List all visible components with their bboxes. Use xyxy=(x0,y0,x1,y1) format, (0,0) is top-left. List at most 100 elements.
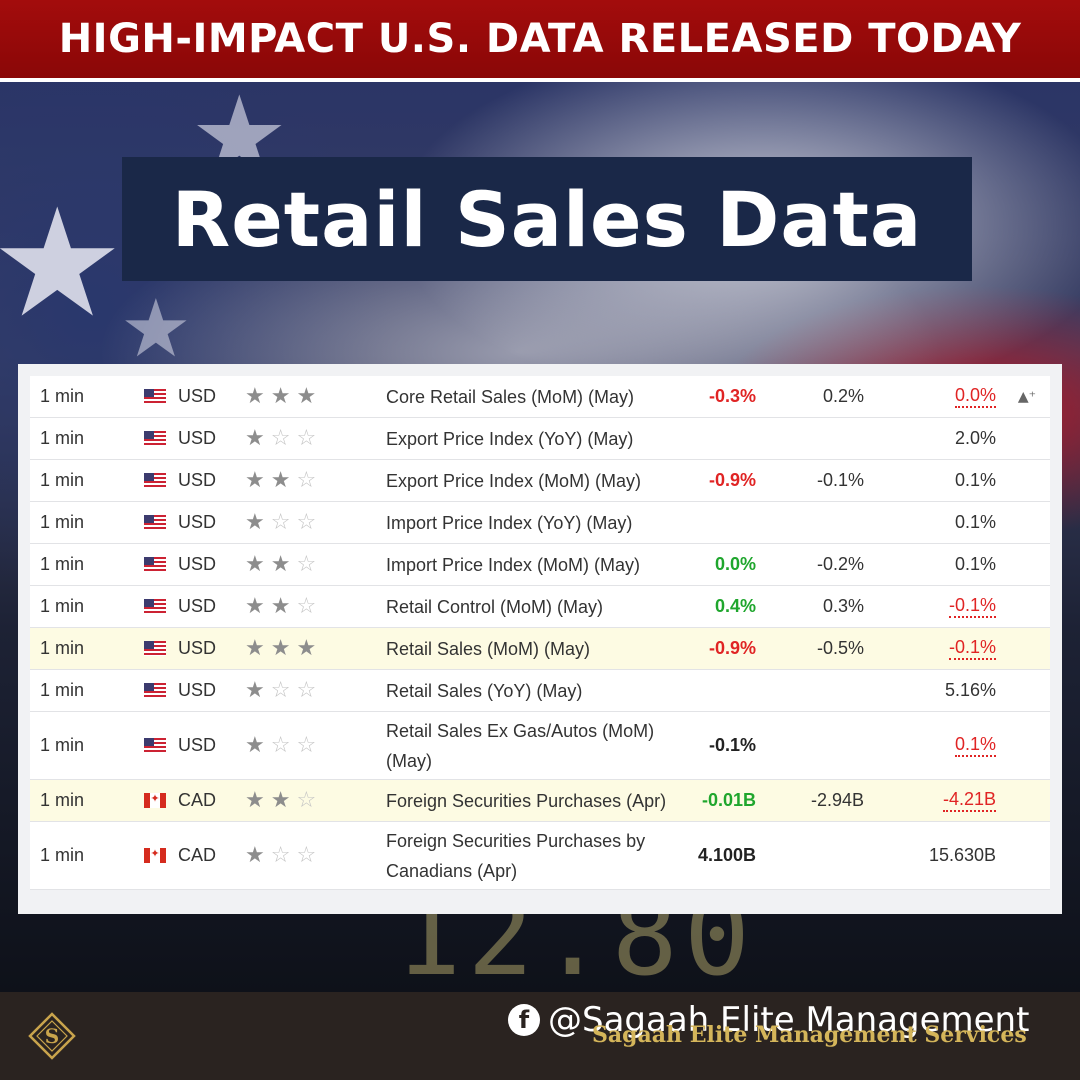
calendar-row[interactable]: 1 min USD ★ ★ ☆ Import Price Index (MoM) (May… xyxy=(30,544,1050,586)
currency-code: USD xyxy=(178,596,217,616)
currency-code: USD xyxy=(178,735,217,755)
previous-value: -0.1% xyxy=(948,586,996,627)
event-name[interactable]: Import Price Index (YoY) (May) xyxy=(386,512,633,533)
star-empty-icon: ☆ xyxy=(296,468,317,493)
alert-cell[interactable]: ▲⁺ xyxy=(1018,376,1036,417)
event-name[interactable]: Foreign Securities Purchases (Apr) xyxy=(386,790,667,811)
event-time: 1 min xyxy=(40,554,85,574)
country-flag xyxy=(144,544,166,585)
calendar-row[interactable]: 1 min USD ★ ★ ☆ Export Price Index (MoM) (May… xyxy=(30,460,1050,502)
previous-value: 0.1% xyxy=(955,544,996,585)
event-time: 1 min xyxy=(40,790,85,810)
star-empty-icon: ☆ xyxy=(296,426,317,451)
country-flag xyxy=(144,670,166,711)
flag-star-icon: ★ xyxy=(120,282,192,375)
importance-stars: ★ ★ ☆ xyxy=(245,460,322,501)
star-filled-icon: ★ xyxy=(245,510,265,535)
ca-flag-icon xyxy=(144,847,166,863)
forecast-value: -0.5% xyxy=(816,638,864,658)
star-filled-icon: ★ xyxy=(245,468,265,493)
star-empty-icon: ☆ xyxy=(296,788,317,813)
previous-value-text: -0.1% xyxy=(948,637,996,660)
event-name[interactable]: Core Retail Sales (MoM) (May) xyxy=(386,386,635,407)
event-name[interactable]: Import Price Index (MoM) (May) xyxy=(386,554,641,575)
diamond-s-logo-icon: S xyxy=(28,1012,76,1060)
importance-stars: ★ ☆ ☆ xyxy=(245,502,322,543)
event-name[interactable]: Export Price Index (MoM) (May) xyxy=(386,470,642,491)
importance-stars: ★ ★ ☆ xyxy=(245,544,322,585)
event-time: 1 min xyxy=(40,638,85,658)
event-time: 1 min xyxy=(40,428,85,448)
currency-code: CAD xyxy=(178,845,217,865)
event-name[interactable]: Retail Sales (YoY) (May) xyxy=(386,680,583,701)
event-time: 1 min xyxy=(40,680,85,700)
event-name[interactable]: Export Price Index (YoY) (May) xyxy=(386,428,634,449)
calendar-row[interactable]: 1 min USD ★ ☆ ☆ Export Price Index (YoY) (May… xyxy=(30,418,1050,460)
us-flag-icon xyxy=(144,557,166,572)
us-flag-icon xyxy=(144,599,166,614)
currency-code: USD xyxy=(178,680,217,700)
country-flag xyxy=(144,822,166,889)
actual-value: -0.01B xyxy=(701,790,756,810)
previous-value-text: 0.0% xyxy=(954,385,996,408)
importance-stars: ★ ★ ☆ xyxy=(245,780,322,821)
star-filled-icon: ★ xyxy=(245,384,265,409)
us-flag-icon xyxy=(144,683,166,698)
ca-flag-icon xyxy=(144,792,166,808)
star-filled-icon: ★ xyxy=(245,843,265,868)
previous-value: 15.630B xyxy=(929,822,996,889)
event-name[interactable]: Retail Sales Ex Gas/Autos (MoM) (May) xyxy=(386,720,655,771)
country-flag xyxy=(144,628,166,669)
importance-stars: ★ ☆ ☆ xyxy=(245,822,322,889)
country-flag xyxy=(144,460,166,501)
importance-stars: ★ ☆ ☆ xyxy=(245,418,322,459)
bell-alert-icon[interactable]: ▲⁺ xyxy=(1017,388,1036,405)
banner-text: HIGH-IMPACT U.S. DATA RELEASED TODAY xyxy=(58,16,1022,62)
event-name[interactable]: Foreign Securities Purchases by Canadian… xyxy=(386,830,646,881)
importance-stars: ★ ★ ★ xyxy=(245,628,322,669)
us-flag-icon xyxy=(144,515,166,530)
star-empty-icon: ☆ xyxy=(270,678,291,703)
forecast-value: -0.1% xyxy=(816,470,864,490)
star-empty-icon: ☆ xyxy=(270,733,291,758)
calendar-row[interactable]: 1 min USD ★ ★ ☆ Retail Control (MoM) (May) 0.4… xyxy=(30,586,1050,628)
previous-value: 0.1% xyxy=(954,712,996,779)
us-flag-icon xyxy=(144,389,166,404)
previous-value-text: 15.630B xyxy=(928,845,996,865)
event-time: 1 min xyxy=(40,845,85,865)
top-banner: HIGH-IMPACT U.S. DATA RELEASED TODAY xyxy=(0,0,1080,82)
event-time: 1 min xyxy=(40,470,85,490)
event-name[interactable]: Retail Control (MoM) (May) xyxy=(386,596,604,617)
calendar-row[interactable]: 1 min USD ★ ☆ ☆ Retail Sales Ex Gas/Autos (Mo… xyxy=(30,712,1050,780)
social-handle[interactable]: f @Sagaah Elite Management xyxy=(508,996,1029,1044)
calendar-row[interactable]: 1 min CAD ★☆☆ Foreign Securities Purchases … xyxy=(30,822,1050,890)
importance-stars: ★ ★ ★ xyxy=(245,376,322,417)
currency-code: USD xyxy=(178,638,217,658)
star-empty-icon: ☆ xyxy=(270,510,291,535)
event-name[interactable]: Retail Sales (MoM) (May) xyxy=(386,638,591,659)
forecast-value: -2.94B xyxy=(810,790,864,810)
currency-code: USD xyxy=(178,512,217,532)
brand-name: Sagaah Elite Management Services xyxy=(592,1022,1027,1048)
currency-code: USD xyxy=(178,428,217,448)
currency-code: USD xyxy=(178,470,217,490)
calendar-row[interactable]: 1 min USD ★ ★ ★ Retail Sales (MoM) (May) -0.9%… xyxy=(30,628,1050,670)
economic-calendar-table: 1 min USD ★ ★ ★ Core Retail Sales (MoM) (May)… xyxy=(18,364,1062,914)
star-filled-icon: ★ xyxy=(270,594,291,619)
actual-value: -0.1% xyxy=(708,735,756,755)
forecast-value: 0.2% xyxy=(822,386,864,406)
previous-value: 5.16% xyxy=(945,670,996,711)
title-box: Retail Sales Data xyxy=(122,157,972,281)
calendar-row[interactable]: 1 min USD ★ ☆ ☆ Import Price Index (YoY) (May… xyxy=(30,502,1050,544)
calendar-row[interactable]: 1 min USD ★ ☆ ☆ Retail Sales (YoY) (May) 5.16% xyxy=(30,670,1050,712)
previous-value-text: 0.1% xyxy=(954,734,996,757)
actual-value: 0.0% xyxy=(714,554,756,574)
calendar-row[interactable]: 1 min USD ★ ★ ★ Core Retail Sales (MoM) (May)… xyxy=(30,376,1050,418)
star-filled-icon: ★ xyxy=(270,788,291,813)
star-filled-icon: ★ xyxy=(245,788,265,813)
actual-value: -0.9% xyxy=(708,470,756,490)
calendar-row[interactable]: 1 minCAD★★☆Foreign Securities Purchases … xyxy=(30,780,1050,822)
country-flag xyxy=(144,586,166,627)
star-empty-icon: ☆ xyxy=(270,843,291,868)
star-empty-icon: ☆ xyxy=(296,733,317,758)
